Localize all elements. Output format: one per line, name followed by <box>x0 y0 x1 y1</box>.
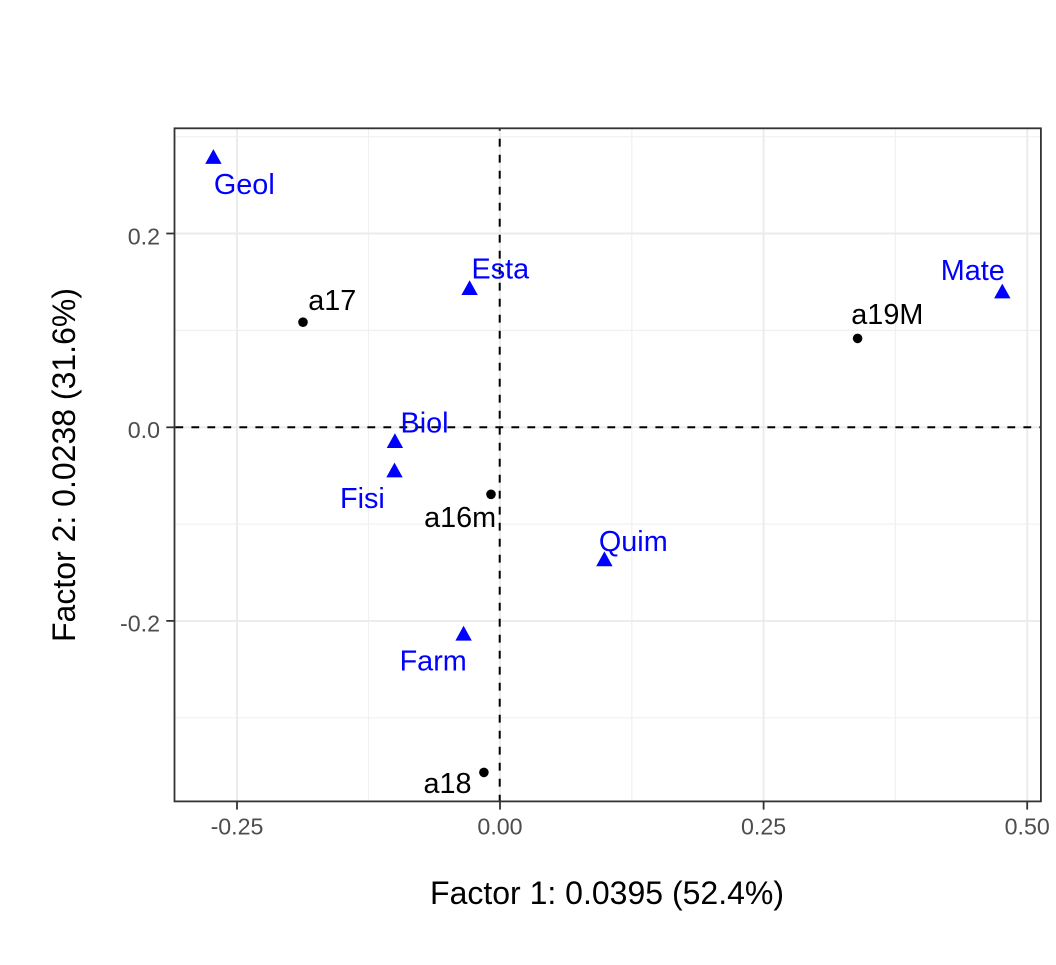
svg-text:a17: a17 <box>308 285 356 317</box>
svg-text:a18: a18 <box>424 768 472 800</box>
svg-text:Farm: Farm <box>400 646 467 678</box>
svg-text:0.50: 0.50 <box>1005 814 1050 840</box>
svg-text:a19M: a19M <box>851 299 923 331</box>
svg-text:a16m: a16m <box>424 502 496 534</box>
svg-text:0.0: 0.0 <box>128 417 160 443</box>
svg-text:Fisi: Fisi <box>340 483 385 515</box>
svg-text:-0.2: -0.2 <box>120 611 160 637</box>
svg-text:Geol: Geol <box>214 169 275 201</box>
svg-text:0.25: 0.25 <box>741 814 786 840</box>
svg-text:Quim: Quim <box>599 526 668 558</box>
svg-text:Biol: Biol <box>401 407 449 439</box>
svg-text:Mate: Mate <box>941 255 1005 287</box>
svg-text:Esta: Esta <box>472 254 531 286</box>
svg-text:0.00: 0.00 <box>477 814 522 840</box>
svg-text:Factor 1: 0.0395 (52.4%): Factor 1: 0.0395 (52.4%) <box>430 875 784 911</box>
svg-text:Factor 2: 0.0238 (31.6%): Factor 2: 0.0238 (31.6%) <box>46 288 82 642</box>
svg-text:0.2: 0.2 <box>128 223 160 249</box>
svg-text:-0.25: -0.25 <box>211 814 264 840</box>
